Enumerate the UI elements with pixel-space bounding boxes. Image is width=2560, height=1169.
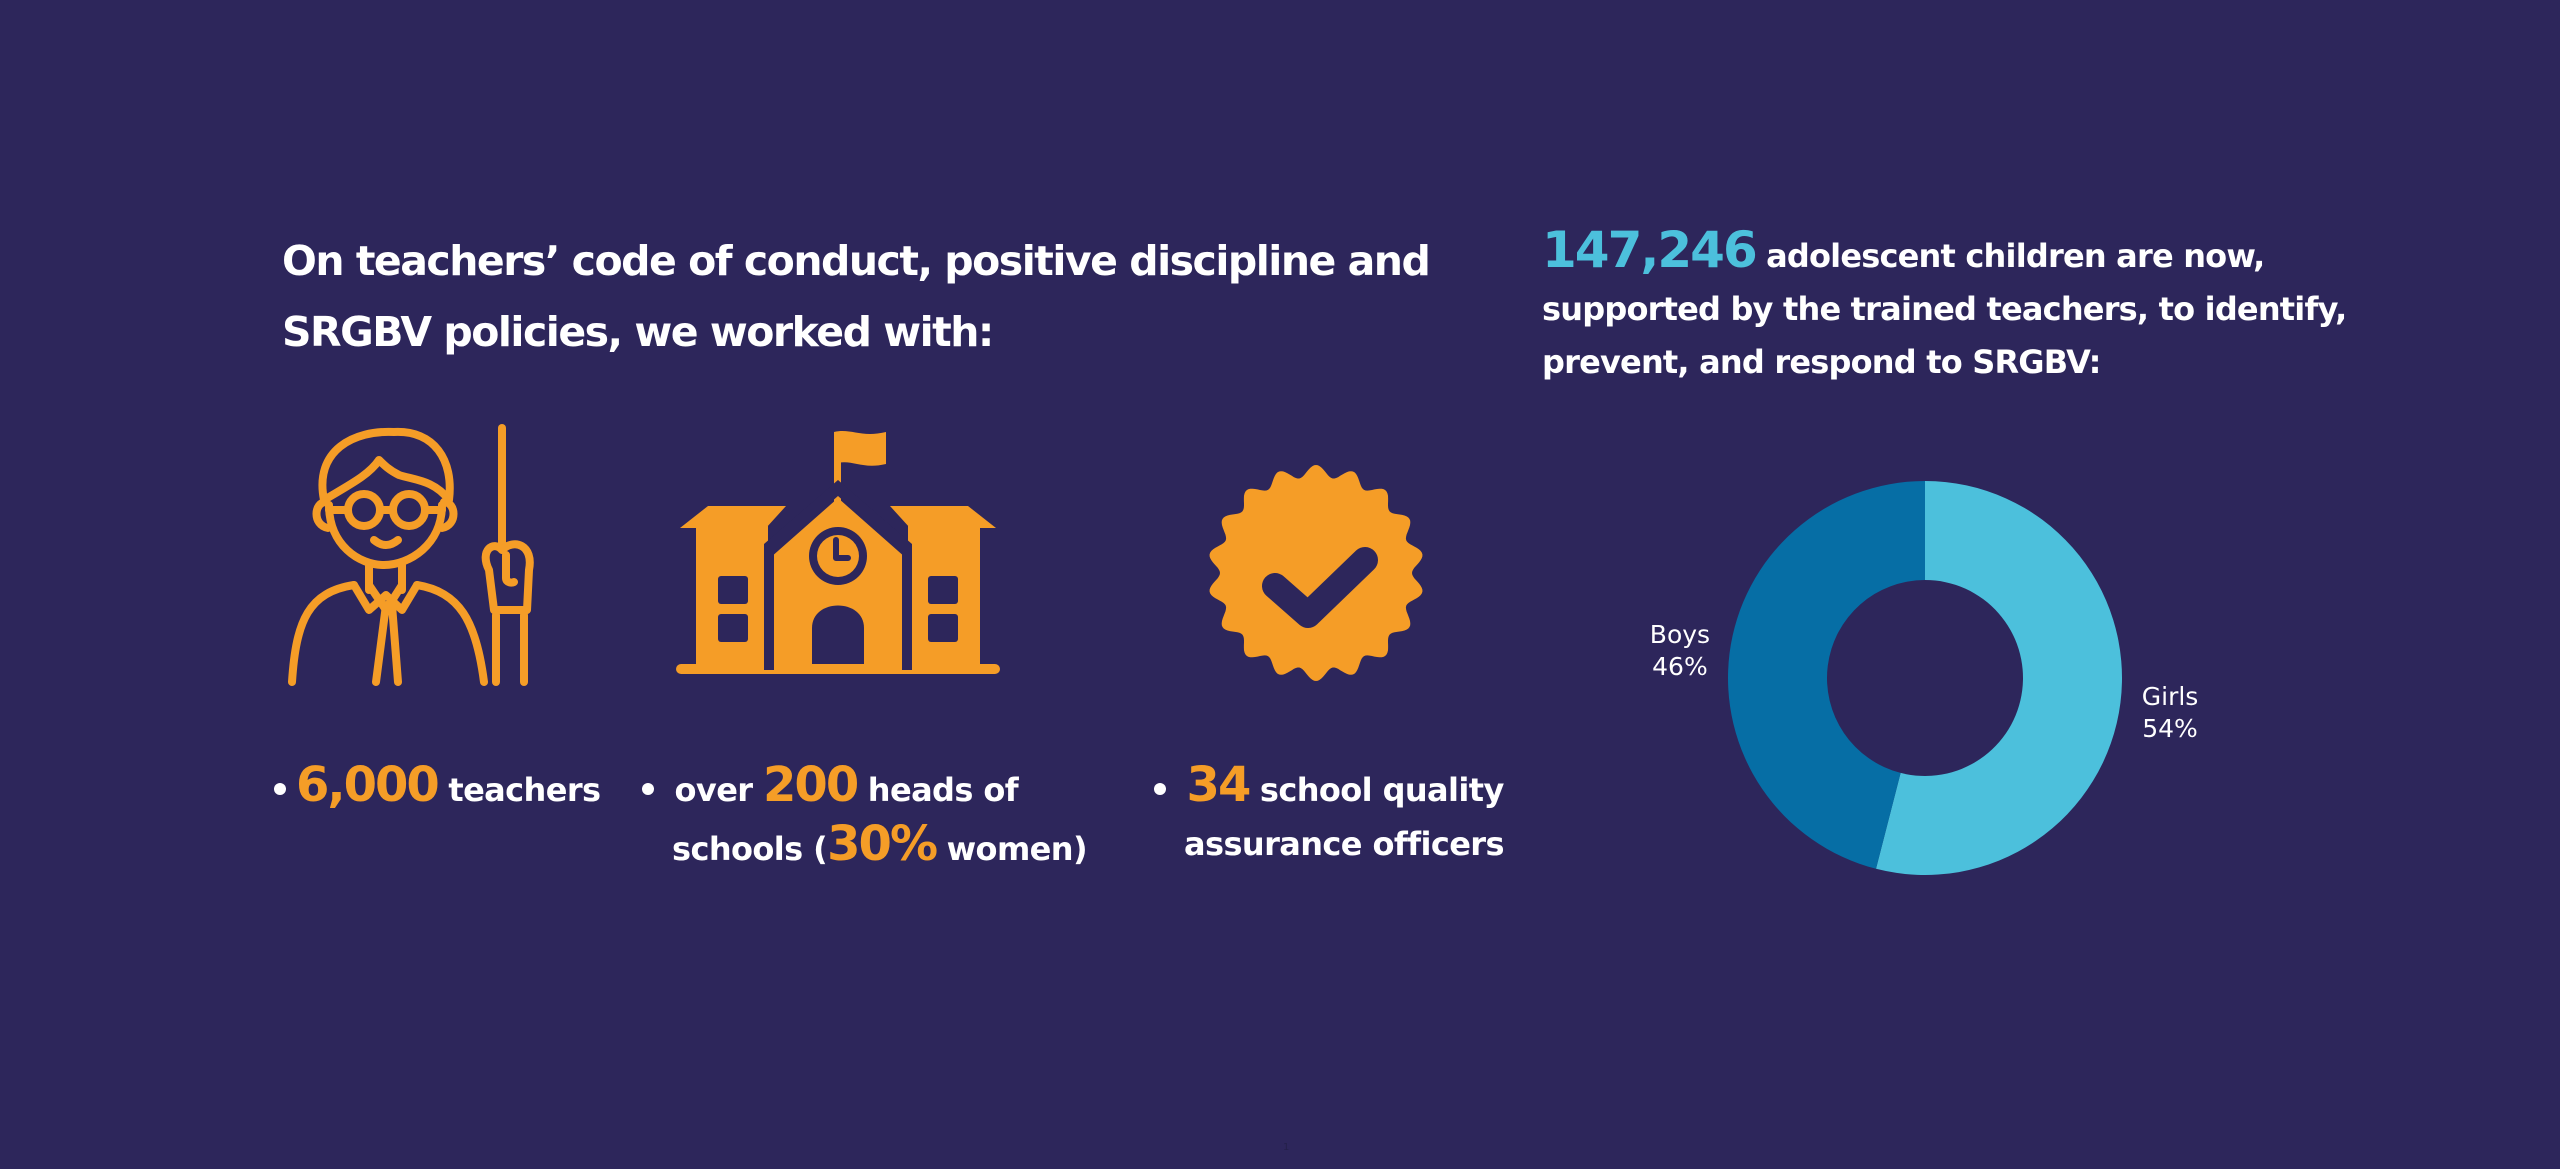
left-headline: On teachers’ code of conduct, positive d… [282, 226, 1482, 368]
right-line-2: supported by the trained teachers, to id… [1542, 290, 2347, 328]
school-icon [676, 431, 1000, 674]
headline-line-1: On teachers’ code of conduct, positive d… [282, 237, 1431, 285]
donut-label-boys: Boys [1650, 620, 1710, 649]
stat-heads-of-schools: over 200 heads of schools (30% women) [642, 757, 1088, 876]
bullet-icon [642, 783, 654, 795]
bullet-icon [274, 783, 286, 795]
stat-number: 34 [1186, 757, 1252, 813]
stat-number: 200 [763, 757, 859, 813]
stat-number: 6,000 [296, 757, 440, 813]
donut-value-boys: 46% [1652, 652, 1708, 681]
stat-quality-officers: 34 school quality assurance officers [1154, 757, 1505, 871]
stat-line2: assurance officers [1184, 825, 1505, 863]
right-line-1: adolescent children are now, [1766, 237, 2265, 275]
bullet-icon [1154, 783, 1166, 795]
stat-label: school quality [1259, 771, 1504, 809]
stat-percent-women: 30% [827, 816, 938, 872]
stat-teachers: 6,000 teachers [274, 757, 601, 817]
page-number: 1 [1283, 1142, 1290, 1153]
donut-slice-girls [1876, 481, 2122, 875]
headline-line-2: SRGBV policies, we worked with: [282, 308, 994, 356]
verified-badge-icon [1209, 465, 1423, 681]
donut-chart: Girls 54% Boys 46% [1650, 481, 2199, 875]
stat-label: teachers [448, 771, 601, 809]
donut-label-girls: Girls [2142, 682, 2199, 711]
stat-label: heads of [867, 771, 1019, 809]
teacher-icon [288, 424, 534, 686]
donut-slice-boys [1728, 481, 1925, 869]
right-line-3: prevent, and respond to SRGBV: [1542, 343, 2101, 381]
highlight-number: 147,246 [1542, 221, 1758, 279]
right-description: 147,246 adolescent children are now, sup… [1542, 224, 2362, 389]
stat-prefix: over [674, 771, 754, 809]
donut-value-girls: 54% [2142, 714, 2198, 743]
stat-line2-label: women) [946, 830, 1088, 868]
stat-line2-prefix: schools ( [672, 830, 828, 868]
